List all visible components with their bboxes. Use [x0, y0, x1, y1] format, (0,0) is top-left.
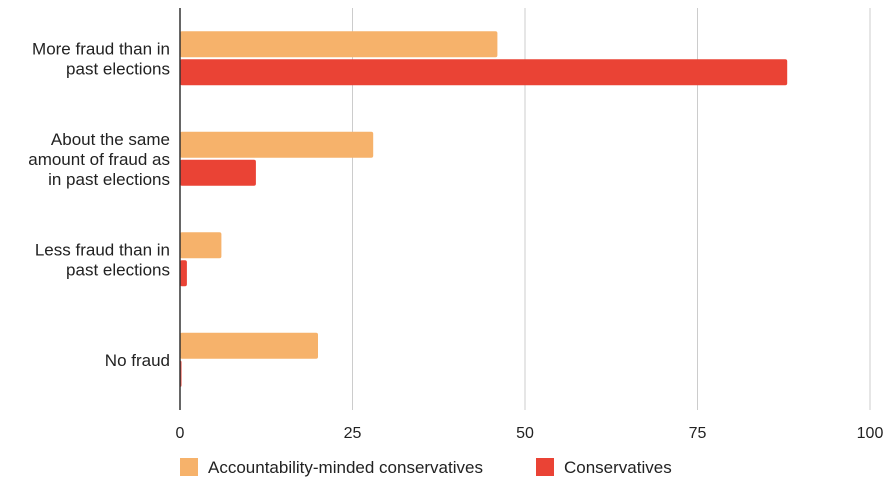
bar-accountability-minded-1 — [180, 131, 374, 158]
legend-swatch-1 — [536, 458, 554, 476]
category-label: amount of fraud as — [28, 150, 170, 169]
category-label: No fraud — [105, 351, 170, 370]
bar-accountability-minded-0 — [180, 31, 498, 58]
legend-swatch-0 — [180, 458, 198, 476]
category-label: past elections — [66, 59, 170, 78]
bar-accountability-minded-3 — [180, 332, 318, 359]
legend-label-0: Accountability-minded conservatives — [208, 458, 483, 477]
x-tick-label: 75 — [689, 425, 707, 442]
x-tick-label: 25 — [344, 425, 362, 442]
x-tick-label: 50 — [516, 425, 534, 442]
bar-conservatives-1 — [180, 159, 256, 186]
bar-conservatives-2 — [180, 260, 187, 287]
bar-accountability-minded-2 — [180, 232, 222, 259]
category-label: Less fraud than in — [35, 240, 170, 259]
bar-conservatives-0 — [180, 59, 788, 86]
category-label: past elections — [66, 260, 170, 279]
bars — [180, 31, 788, 387]
legend-label-1: Conservatives — [564, 458, 672, 477]
category-label: About the same — [51, 130, 170, 149]
category-label: More fraud than in — [32, 39, 170, 58]
x-tick-labels: 0 25 50 75 100 — [176, 425, 884, 442]
legend: Accountability-minded conservatives Conse… — [180, 458, 672, 477]
category-label: in past elections — [48, 170, 170, 189]
x-tick-label: 100 — [857, 425, 884, 442]
x-tick-label: 0 — [176, 425, 185, 442]
